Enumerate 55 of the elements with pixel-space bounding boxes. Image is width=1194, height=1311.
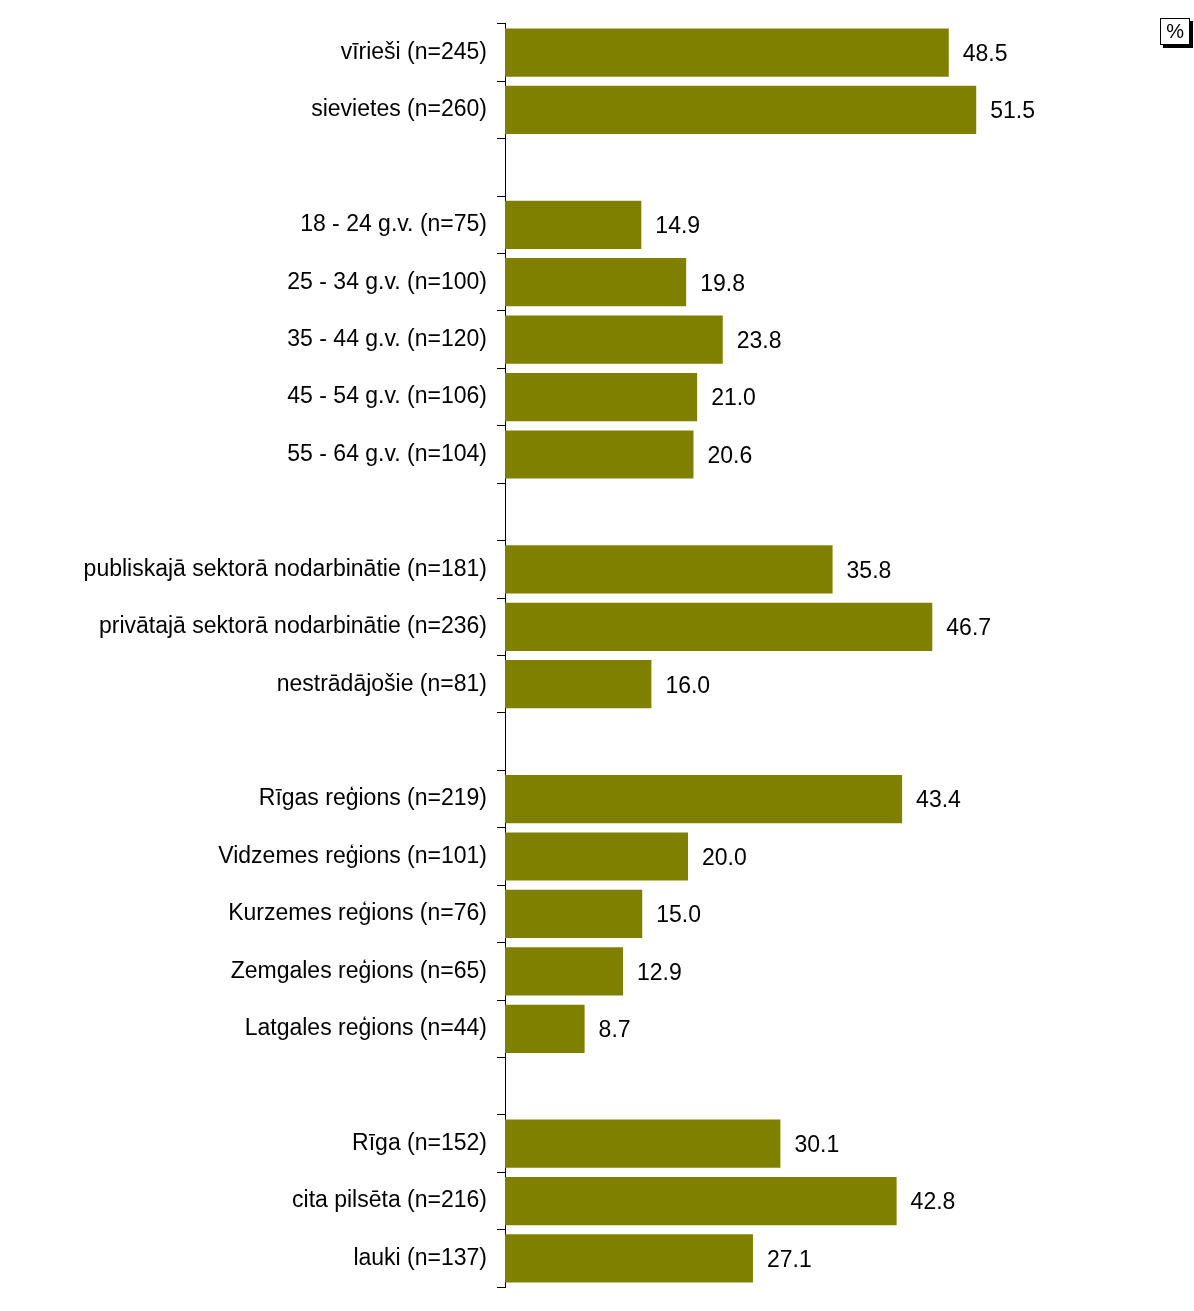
y-tick-label: 18 - 24 g.v. (n=75) [300, 210, 487, 237]
y-tick-label: sievietes (n=260) [311, 95, 487, 122]
bar [505, 200, 642, 249]
y-tick-label: Rīgas reģions (n=219) [258, 784, 487, 811]
y-tick-label: Zemgales reģions (n=65) [230, 956, 487, 983]
bar [505, 258, 687, 307]
bar [505, 1176, 897, 1226]
data-label: 51.5 [990, 97, 1035, 124]
data-label: 30.1 [794, 1130, 840, 1157]
text: % [1160, 18, 1190, 45]
data-label: 19.8 [700, 269, 745, 296]
y-tick-label: cita pilsēta (n=216) [292, 1186, 487, 1213]
data-label: 48.5 [962, 39, 1008, 66]
bar [505, 889, 643, 939]
y-tick-label: privātajā sektorā nodarbinātie (n=236) [98, 612, 487, 639]
data-label: 16.0 [665, 671, 711, 698]
y-tick-label: lauki (n=137) [353, 1243, 487, 1270]
y-tick-label: publiskajā sektorā nodarbinātie (n=181) [83, 554, 487, 581]
y-tick-label: Rīga (n=152) [352, 1128, 487, 1155]
data-label: 42.8 [910, 1188, 956, 1215]
data-label: 21.0 [711, 384, 756, 411]
data-label: 43.4 [916, 786, 962, 813]
data-label: 8.7 [598, 1016, 631, 1043]
data-label: 15.0 [656, 901, 702, 928]
bar [505, 1004, 585, 1053]
y-tick-label: 55 - 64 g.v. (n=104) [287, 439, 487, 466]
data-label: 20.0 [702, 843, 747, 870]
y-tick-label: 35 - 44 g.v. (n=120) [287, 324, 487, 351]
bar [505, 832, 688, 881]
data-label: 20.6 [707, 441, 753, 468]
bar [505, 602, 933, 651]
y-tick-label: Latgales reģions (n=44) [244, 1014, 487, 1041]
y-tick-label: nestrādājošie (n=81) [276, 669, 487, 696]
bar [505, 947, 624, 996]
y-tick-label: Vidzemes reģions (n=101) [218, 841, 487, 868]
data-label: 14.9 [655, 212, 701, 239]
y-tick-label: 45 - 54 g.v. (n=106) [287, 382, 487, 409]
data-label: 46.7 [946, 614, 992, 641]
bar [505, 28, 949, 77]
data-label: 27.1 [766, 1245, 812, 1272]
bar [505, 1234, 753, 1283]
bar [505, 660, 652, 709]
bar [505, 774, 903, 824]
y-tick-label: 25 - 34 g.v. (n=100) [287, 267, 487, 294]
bar [505, 545, 833, 594]
data-label: 35.8 [846, 556, 892, 583]
y-tick-label: Kurzemes reģions (n=76) [228, 899, 487, 926]
bar [505, 372, 698, 422]
bar [505, 315, 723, 364]
bar [505, 430, 694, 479]
bar [505, 85, 977, 135]
data-label: 12.9 [637, 958, 682, 985]
bar [505, 1119, 781, 1168]
y-tick-label: vīrieši (n=245) [340, 37, 487, 64]
data-label: 23.8 [736, 326, 782, 353]
